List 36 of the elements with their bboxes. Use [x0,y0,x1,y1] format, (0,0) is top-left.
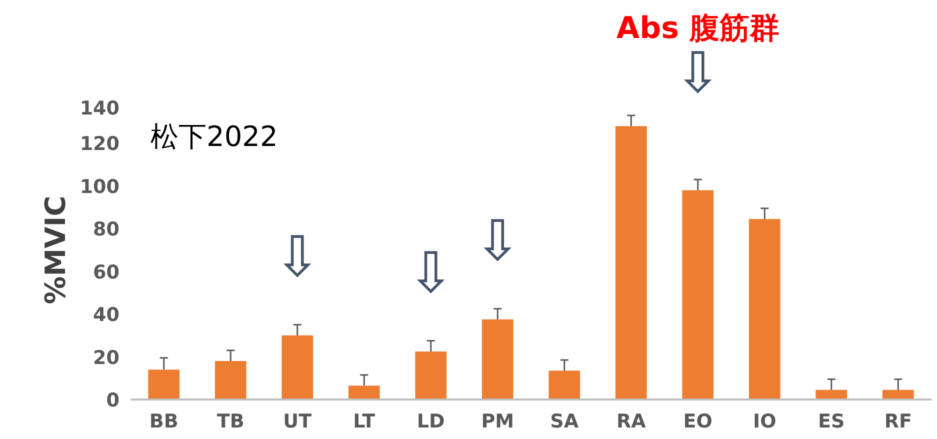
bar [415,351,447,400]
y-tick-label: 120 [80,133,120,156]
x-tick-label: LT [353,410,376,432]
annotation: 松下2022 [150,120,278,153]
x-tick-label: IO [753,410,776,432]
x-tick-label: RF [884,410,912,432]
x-tick-label: EO [683,410,712,432]
bar [748,219,780,400]
annotation: ⇩ [407,240,454,306]
x-tick-label: ES [818,410,845,432]
y-tick-label: 100 [80,176,120,198]
y-axis-title: %MVIC [38,196,72,304]
y-tick-label: 20 [93,346,120,369]
x-tick-label: TB [216,410,244,432]
bar [482,319,514,400]
y-tick-label: 0 [106,390,120,412]
x-tick-label: SA [550,410,579,432]
x-tick-label: BB [149,410,178,432]
bar [348,386,380,400]
annotation: ⇩ [274,224,321,290]
y-tick-label: 80 [93,218,120,241]
y-tick-label: 60 [93,261,120,284]
y-tick-label: 40 [93,304,120,326]
x-tick-label: LD [416,410,445,432]
x-tick-label: PM [481,410,514,432]
x-tick-label: RA [616,410,646,432]
annotation: ⇩ [474,208,522,274]
bar [615,126,647,400]
y-tick-label: 140 [80,98,120,120]
bar [148,370,180,400]
bar [682,190,714,400]
bar [282,335,314,400]
x-tick-label: UT [283,410,312,432]
bar [214,361,246,400]
text: Abs 腹筋群 [616,11,780,46]
bar [548,370,580,400]
